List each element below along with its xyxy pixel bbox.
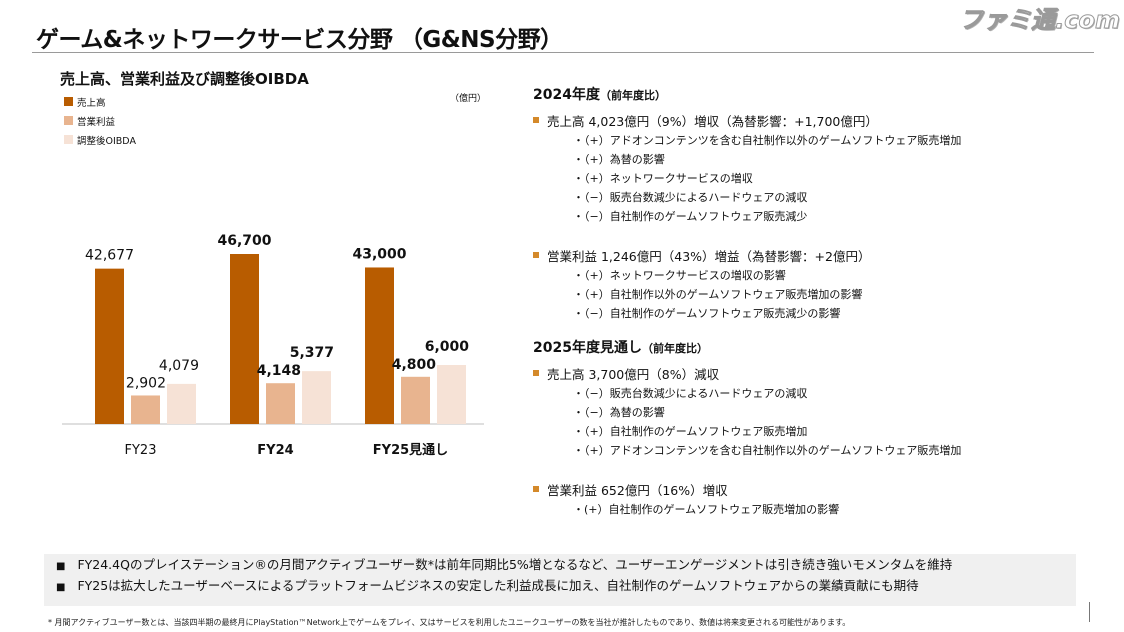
bar	[437, 365, 466, 424]
chart-unit-label: （億円）	[450, 94, 487, 104]
bullet-icon	[533, 486, 539, 492]
fy2024-sales-head: 売上高 4,023億円（9%）増収（為替影響：+1,700億円）	[533, 111, 1093, 129]
page-edge-marker	[1089, 602, 1090, 622]
data-label: 4,800	[392, 357, 437, 373]
note-line-2: ■ FY25は拡大したユーザーベースによるプラットフォームビジネスの安定した利益成…	[44, 575, 1076, 596]
bar	[95, 268, 124, 424]
list-item: ・（+）アドオンコンテンツを含む自社制作以外のゲームソフトウェア販売増加	[573, 134, 962, 147]
footnote: * 月間アクティブユーザー数とは、当該四半期の最終月にPlayStation™N…	[48, 618, 851, 627]
bar	[401, 376, 430, 424]
chart-legend: 売上高 営業利益 調整後OIBDA	[64, 92, 136, 149]
list-item: ・（+）自社制作以外のゲームソフトウェア販売増加の影響	[573, 288, 863, 301]
data-label: 46,700	[217, 233, 271, 249]
bullet-icon	[533, 117, 539, 123]
bar	[131, 395, 160, 424]
fy2025-sales-items: ・（−）販売台数減少によるハードウェアの減収 ・（−）為替の影響 ・（+）自社制…	[533, 384, 1093, 460]
section-title-fy2025: 2025年度見通し（前年度比）	[533, 337, 1093, 357]
list-item: ・（+）為替の影響	[573, 153, 665, 166]
legend-label: 売上高	[77, 97, 106, 109]
data-label: 4,079	[159, 358, 199, 374]
fy2025-sales-text: 売上高 3,700億円（8%）減収	[547, 366, 720, 382]
legend-label: 営業利益	[77, 116, 116, 128]
list-item: ・(+）自社制作のゲームソフトウェア販売増加の影響	[573, 503, 840, 516]
list-item: ・（+）ネットワークサービスの増収	[573, 172, 753, 185]
note-line-1: ■ FY24.4Qのプレイステーション®の月間アクティブユーザー数*は前年同期比5…	[44, 554, 1076, 575]
list-item: ・（+）自社制作のゲームソフトウェア販売増加	[573, 425, 808, 438]
data-label: 4,148	[257, 363, 301, 379]
list-item: ・（−）販売台数減少によるハードウェアの減収	[573, 191, 808, 204]
category-label: FY24	[257, 443, 293, 458]
legend-swatch	[64, 116, 73, 125]
legend-item-operating-income: 営業利益	[64, 111, 136, 130]
fy2025-op-text: 営業利益 652億円（16%）増収	[547, 482, 728, 498]
list-item: ・（+）ネットワークサービスの増収の影響	[573, 269, 786, 282]
data-label: 42,677	[85, 248, 134, 264]
note-text: FY25は拡大したユーザーベースによるプラットフォームビジネスの安定した利益成長…	[77, 578, 919, 593]
section-title-text: 2025年度見通し	[533, 340, 642, 356]
bar	[266, 383, 295, 424]
data-label: 5,377	[290, 345, 334, 361]
legend-swatch	[64, 97, 73, 106]
list-item: ・（−）自社制作のゲームソフトウェア販売減少	[573, 210, 808, 223]
list-item: ・（−）為替の影響	[573, 406, 665, 419]
fy2024-sales-text: 売上高 4,023億円（9%）増収（為替影響：+1,700億円）	[547, 113, 878, 129]
legend-item-oibda: 調整後OIBDA	[64, 130, 136, 149]
results-panel: 2024年度（前年度比） 売上高 4,023億円（9%）増収（為替影響：+1,7…	[533, 84, 1093, 519]
fy2024-op-head: 営業利益 1,246億円（43%）増益（為替影響：+2億円）	[533, 246, 1093, 264]
fy2024-op-items: ・（+）ネットワークサービスの増収の影響 ・（+）自社制作以外のゲームソフトウェ…	[533, 266, 1093, 323]
data-label: 6,000	[425, 339, 470, 355]
legend-swatch	[64, 135, 73, 144]
legend-item-sales: 売上高	[64, 92, 136, 111]
data-label: 2,902	[126, 375, 166, 391]
bar	[167, 383, 196, 424]
data-label: 43,000	[352, 246, 406, 262]
fy2024-op-text: 営業利益 1,246億円（43%）増益（為替影響：+2億円）	[547, 248, 871, 264]
chart-title: 売上高、営業利益及び調整後OIBDA	[60, 70, 309, 88]
fy2025-sales-head: 売上高 3,700億円（8%）減収	[533, 364, 1093, 382]
section-title-text: 2024年度	[533, 87, 600, 103]
category-label: FY25見通し	[373, 442, 448, 458]
section-title-fy2024: 2024年度（前年度比）	[533, 84, 1093, 104]
site-logo: ファミ通.com	[959, 6, 1121, 35]
square-bullet-icon: ■	[56, 582, 66, 593]
bullet-icon	[533, 252, 539, 258]
list-item: ・（+）アドオンコンテンツを含む自社制作以外のゲームソフトウェア販売増加	[573, 444, 962, 457]
fy2025-op-head: 営業利益 652億円（16%）増収	[533, 480, 1093, 498]
title-divider	[32, 52, 1094, 53]
section-title-suffix: （前年度比）	[599, 89, 666, 102]
category-label: FY23	[125, 443, 157, 458]
square-bullet-icon: ■	[56, 561, 66, 572]
page-title: ゲーム&ネットワークサービス分野 （G&NS分野）	[36, 27, 563, 53]
legend-label: 調整後OIBDA	[77, 135, 136, 147]
notes-box: ■ FY24.4Qのプレイステーション®の月間アクティブユーザー数*は前年同期比5…	[44, 554, 1076, 606]
bullet-icon	[533, 370, 539, 376]
bar	[230, 254, 259, 424]
bar	[365, 267, 394, 424]
bar	[302, 371, 331, 424]
list-item: ・（−）自社制作のゲームソフトウェア販売減少の影響	[573, 307, 841, 320]
fy2025-op-items: ・(+）自社制作のゲームソフトウェア販売増加の影響	[533, 500, 1093, 519]
section-title-suffix: （前年度比）	[641, 342, 708, 355]
note-text: FY24.4Qのプレイステーション®の月間アクティブユーザー数*は前年同期比5%…	[77, 557, 953, 572]
fy2024-sales-items: ・（+）アドオンコンテンツを含む自社制作以外のゲームソフトウェア販売増加 ・（+…	[533, 131, 1093, 226]
list-item: ・（−）販売台数減少によるハードウェアの減収	[573, 387, 808, 400]
